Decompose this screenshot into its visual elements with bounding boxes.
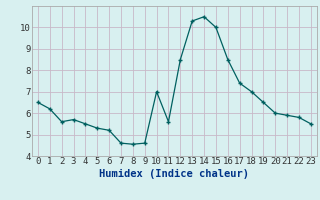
X-axis label: Humidex (Indice chaleur): Humidex (Indice chaleur): [100, 169, 249, 179]
